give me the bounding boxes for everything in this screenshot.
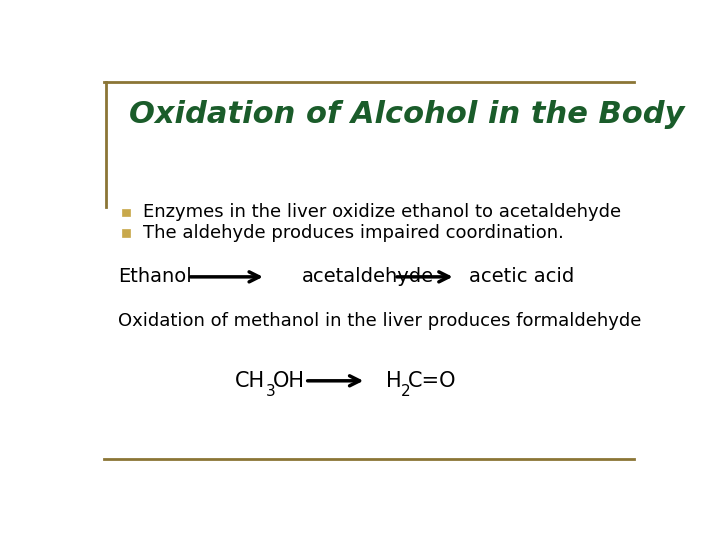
Text: acetaldehyde: acetaldehyde [302, 267, 434, 286]
Text: OH: OH [273, 371, 305, 391]
Text: H: H [386, 371, 401, 391]
Bar [122, 208, 130, 216]
Text: 2: 2 [401, 384, 411, 399]
Text: The aldehyde produces impaired coordination.: The aldehyde produces impaired coordinat… [143, 224, 564, 242]
Text: 3: 3 [266, 384, 276, 399]
Text: C=O: C=O [408, 371, 456, 391]
Text: Ethanol: Ethanol [118, 267, 192, 286]
Text: Enzymes in the liver oxidize ethanol to acetaldehyde: Enzymes in the liver oxidize ethanol to … [143, 204, 621, 221]
Text: acetic acid: acetic acid [469, 267, 575, 286]
Text: Oxidation of methanol in the liver produces formaldehyde: Oxidation of methanol in the liver produ… [118, 312, 642, 329]
Text: Oxidation of Alcohol in the Body: Oxidation of Alcohol in the Body [129, 100, 685, 129]
Text: CH: CH [235, 371, 265, 391]
Bar [122, 230, 130, 237]
